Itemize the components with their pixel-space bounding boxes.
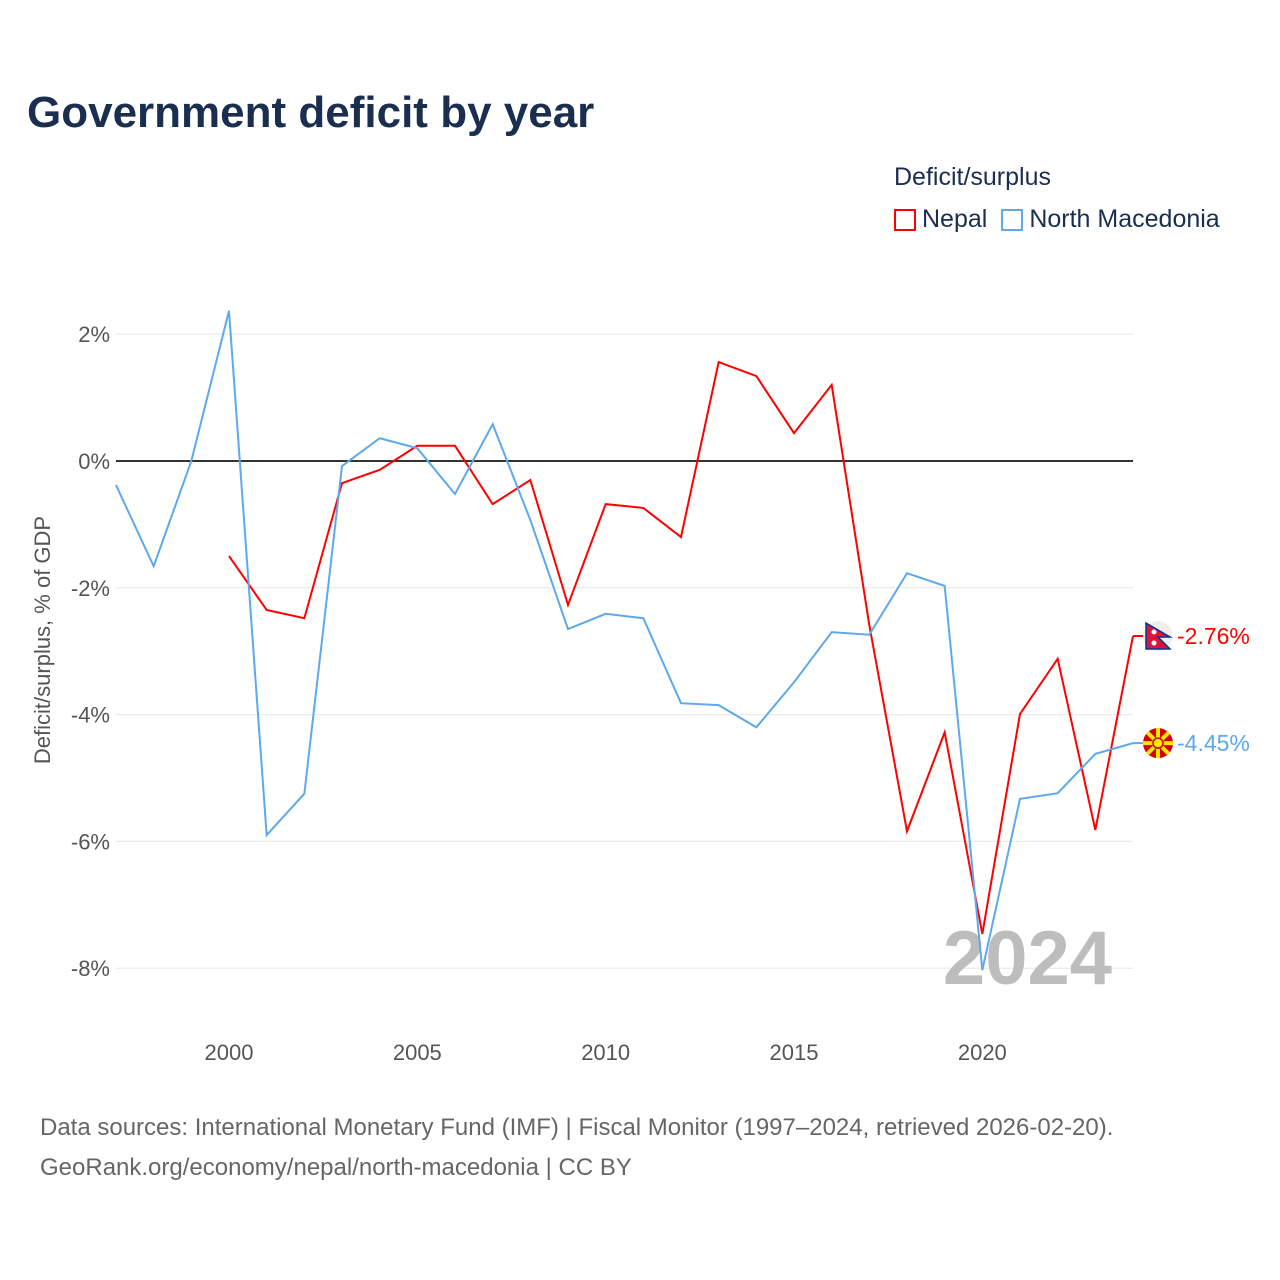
- flag-moon: [1151, 629, 1157, 635]
- legend-swatch-north-macedonia: [1001, 208, 1024, 231]
- source-text: Data sources: International Monetary Fun…: [40, 1114, 1114, 1141]
- legend-item-nepal[interactable]: Nepal: [894, 205, 987, 234]
- chart-title: Government deficit by year: [27, 88, 595, 137]
- series-line-north-macedonia: [115, 310, 1134, 971]
- x-tick-label: 2010: [581, 1040, 630, 1065]
- y-tick-label: -6%: [71, 829, 110, 854]
- y-axis-label: Deficit/surplus, % of GDP: [30, 516, 55, 764]
- x-tick-label: 2000: [205, 1040, 254, 1065]
- legend-swatch-nepal: [894, 208, 916, 231]
- y-tick-label: -8%: [71, 956, 110, 981]
- series-line-nepal: [228, 360, 1134, 935]
- end-value-label: -4.45%: [1177, 730, 1250, 756]
- footer: Data sources: International Monetary Fun…: [40, 1108, 1113, 1188]
- x-tick-label: 2020: [958, 1040, 1007, 1065]
- legend: Nepal North Macedonia: [894, 205, 1220, 234]
- legend-label-nepal: Nepal: [922, 205, 988, 233]
- legend-title: Deficit/surplus: [894, 163, 1051, 191]
- flag-sun: [1152, 737, 1164, 749]
- x-tick-label: 2005: [393, 1040, 442, 1065]
- flag-sun: [1151, 640, 1157, 646]
- legend-label-north-macedonia: North Macedonia: [1029, 205, 1220, 233]
- y-tick-label: -4%: [71, 703, 110, 728]
- attribution-text: GeoRank.org/economy/nepal/north-macedoni…: [40, 1154, 632, 1181]
- y-tick-label: 2%: [78, 322, 110, 347]
- y-tick-label: 0%: [78, 449, 110, 474]
- legend-item-north-macedonia[interactable]: North Macedonia: [1001, 205, 1220, 234]
- end-value-label: -2.76%: [1177, 623, 1250, 649]
- y-tick-label: -2%: [71, 576, 110, 601]
- year-watermark: 2024: [943, 916, 1112, 1001]
- x-tick-label: 2015: [770, 1040, 819, 1065]
